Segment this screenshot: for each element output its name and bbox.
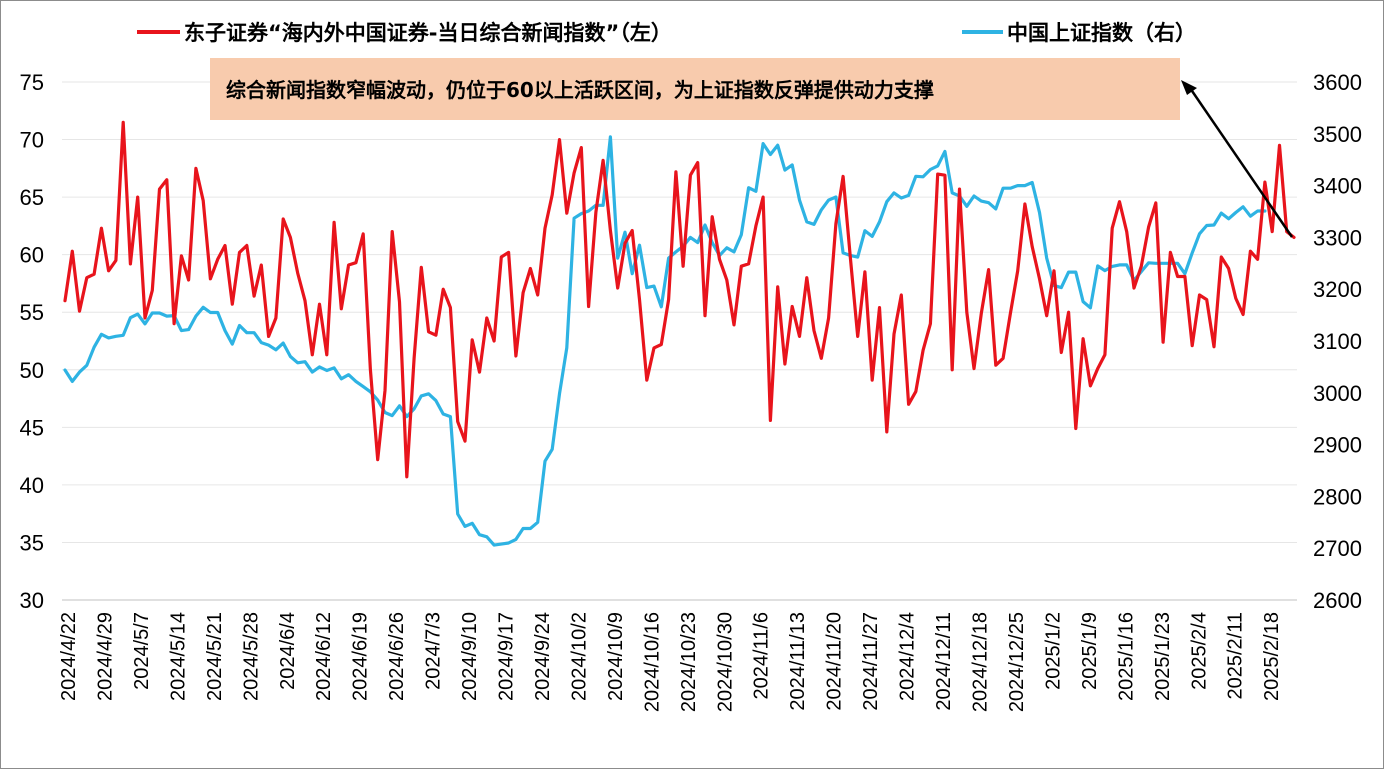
x-tick-label: 2024/6/26	[386, 612, 408, 701]
x-tick-label: 2025/2/18	[1261, 612, 1283, 701]
x-tick-label: 2024/10/9	[605, 612, 627, 701]
legend-label-news-index: 东子证券“海内外中国证券-当日综合新闻指数”（左）	[184, 21, 672, 45]
x-tick-label: 2024/4/29	[94, 612, 116, 701]
left-tick-label: 40	[20, 473, 44, 498]
x-tick-label: 2024/12/25	[1006, 612, 1028, 712]
series-line-shanghai-index	[63, 135, 1267, 547]
x-tick-label: 2024/5/21	[204, 612, 226, 701]
left-tick-label: 30	[20, 588, 44, 613]
series-line-news-index	[63, 120, 1296, 479]
series-layer	[63, 120, 1296, 547]
left-tick-label: 65	[20, 185, 44, 210]
x-tick-label: 2024/5/14	[167, 612, 189, 701]
x-tick-label: 2024/6/19	[350, 612, 372, 701]
right-tick-label: 2900	[1313, 433, 1362, 458]
x-tick-label: 2025/2/11	[1225, 612, 1247, 700]
legend-item-shanghai-index: 中国上证指数（右）	[962, 21, 1196, 45]
right-tick-label: 3300	[1313, 225, 1362, 250]
x-tick-label: 2024/10/16	[641, 612, 663, 712]
left-tick-label: 60	[20, 243, 44, 268]
legend: 东子证券“海内外中国证券-当日综合新闻指数”（左） 中国上证指数（右）	[137, 21, 1196, 45]
x-tick-label: 2025/2/4	[1188, 612, 1210, 690]
left-tick-label: 35	[20, 530, 44, 555]
right-tick-label: 3000	[1313, 381, 1362, 406]
x-tick-label: 2024/11/13	[787, 612, 809, 711]
x-tick-label: 2024/9/10	[459, 612, 481, 701]
legend-label-shanghai-index: 中国上证指数（右）	[1007, 21, 1196, 45]
annotation-arrowhead	[1181, 80, 1197, 95]
left-tick-label: 55	[20, 300, 44, 325]
x-tick-label: 2024/4/22	[58, 612, 80, 701]
right-tick-label: 3500	[1313, 122, 1362, 147]
x-tick-label: 2024/11/6	[751, 612, 773, 700]
left-tick-label: 45	[20, 415, 44, 440]
x-tick-label: 2024/7/3	[423, 612, 445, 690]
annotation-box	[210, 58, 1180, 120]
gridlines	[62, 81, 1297, 543]
left-tick-label: 75	[20, 70, 44, 95]
x-tick-label: 2024/10/30	[714, 612, 736, 712]
x-axis-ticks: 2024/4/22 2024/4/29 2024/5/7 2024/5/14 2024/…	[58, 612, 1283, 712]
left-axis-ticks: 30 35 40 45 50 55 60 65 70 75	[20, 70, 44, 613]
x-tick-label: 2025/1/23	[1152, 612, 1174, 701]
x-tick-label: 2024/10/2	[568, 612, 590, 701]
x-tick-label: 2024/9/17	[496, 612, 518, 701]
x-tick-label: 2024/6/12	[313, 612, 335, 701]
x-tick-label: 2024/11/20	[824, 612, 846, 711]
right-tick-label: 2800	[1313, 484, 1362, 509]
annotation-text: 综合新闻指数窄幅波动，仍位于60以上活跃区间，为上证指数反弹提供动力支撑	[226, 78, 934, 102]
right-tick-label: 3400	[1313, 174, 1362, 199]
x-tick-label: 2024/12/11	[933, 612, 955, 711]
x-tick-label: 2024/12/4	[897, 612, 919, 701]
annotation-arrow-line	[1188, 87, 1294, 238]
legend-item-news-index: 东子证券“海内外中国证券-当日综合新闻指数”（左）	[137, 21, 672, 45]
x-tick-label: 2025/1/9	[1079, 612, 1101, 690]
left-tick-label: 70	[20, 128, 44, 153]
x-tick-label: 2024/5/7	[131, 612, 153, 690]
x-tick-label: 2024/5/28	[240, 612, 262, 701]
right-axis-ticks: 2600 2700 2800 2900 3000 3100 3200 3300 3400 3500…	[1313, 70, 1362, 613]
right-tick-label: 3100	[1313, 329, 1362, 354]
right-tick-label: 3200	[1313, 277, 1362, 302]
right-tick-label: 2700	[1313, 536, 1362, 561]
x-tick-label: 2024/11/27	[860, 612, 882, 711]
annotation: 综合新闻指数窄幅波动，仍位于60以上活跃区间，为上证指数反弹提供动力支撑	[210, 58, 1294, 238]
x-tick-label: 2024/12/18	[970, 612, 992, 712]
x-tick-label: 2024/9/24	[532, 612, 554, 701]
x-tick-label: 2025/1/2	[1042, 612, 1064, 690]
right-tick-label: 3600	[1313, 70, 1362, 95]
left-tick-label: 50	[20, 358, 44, 383]
x-tick-label: 2024/10/23	[678, 612, 700, 712]
x-tick-label: 2025/1/16	[1115, 612, 1137, 701]
right-tick-label: 2600	[1313, 588, 1362, 613]
x-tick-label: 2024/6/4	[277, 612, 299, 690]
